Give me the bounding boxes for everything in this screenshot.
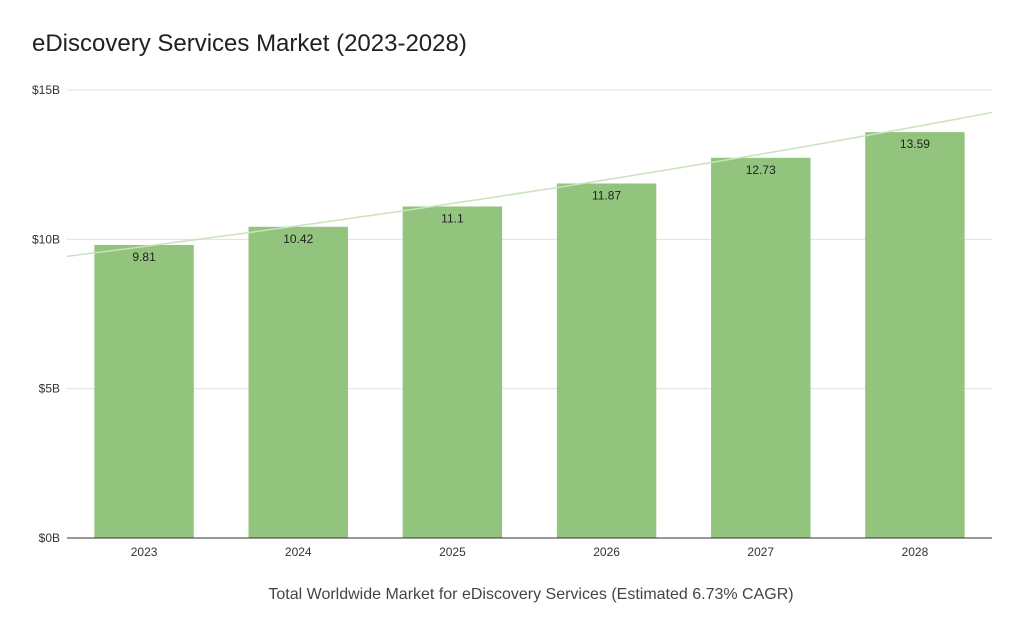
data-labels: 9.81 10.42 11.1 11.87 12.73 13.59 bbox=[132, 137, 930, 264]
y-tick-label: $10B bbox=[32, 232, 60, 246]
x-axis-title: Total Worldwide Market for eDiscovery Se… bbox=[268, 586, 794, 603]
bar-2027 bbox=[711, 157, 811, 538]
x-tick-label: 2028 bbox=[902, 545, 929, 559]
trendline-curve bbox=[66, 111, 993, 258]
bar-2023 bbox=[94, 245, 194, 538]
data-label: 12.73 bbox=[746, 163, 776, 177]
data-label: 9.81 bbox=[132, 250, 156, 264]
x-tick-label: 2027 bbox=[747, 545, 774, 559]
x-tick-label: 2026 bbox=[593, 545, 620, 559]
y-tick-label: $15B bbox=[32, 83, 60, 97]
x-tick-label: 2025 bbox=[439, 545, 466, 559]
trendline bbox=[66, 111, 993, 258]
data-label: 13.59 bbox=[900, 137, 930, 151]
bar-2025 bbox=[402, 206, 503, 539]
y-tick-label: $0B bbox=[39, 531, 60, 545]
y-tick-label: $5B bbox=[39, 382, 60, 396]
x-axis-ticks: 2023 2024 2025 2026 2027 2028 bbox=[131, 545, 929, 559]
chart-title: eDiscovery Services Market (2023-2028) bbox=[32, 30, 467, 57]
bar-2024 bbox=[248, 226, 348, 538]
x-tick-label: 2023 bbox=[131, 545, 158, 559]
bar-2028 bbox=[865, 132, 965, 538]
data-label: 10.42 bbox=[283, 232, 313, 246]
bars bbox=[94, 132, 965, 539]
bar-2026 bbox=[556, 183, 657, 538]
y-axis-ticks: $0B $5B $10B $15B bbox=[32, 83, 60, 545]
data-label: 11.87 bbox=[592, 188, 621, 202]
data-label: 11.1 bbox=[441, 211, 464, 225]
x-tick-label: 2024 bbox=[285, 545, 312, 559]
grid-lines bbox=[67, 89, 992, 390]
